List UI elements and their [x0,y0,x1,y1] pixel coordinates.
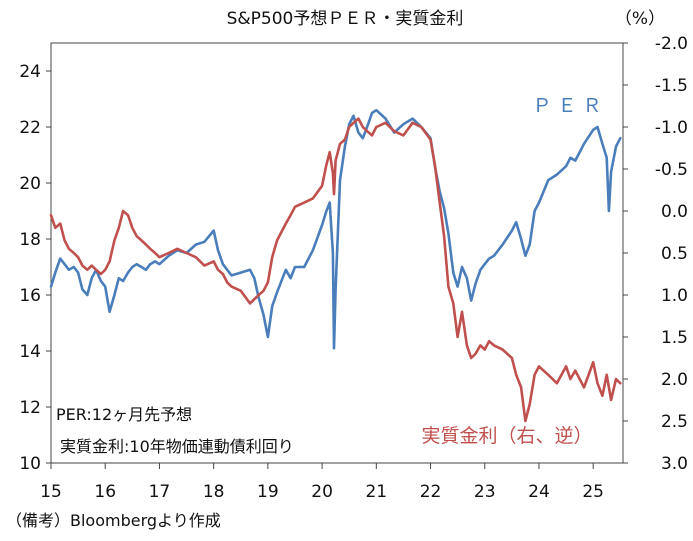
x-tick-label: 22 [420,482,442,502]
right-axis-unit: （%） [615,9,665,29]
series-layer [49,108,622,423]
note-real-rate: 実質金利:10年物価連動債利回り [60,437,294,456]
y-left-tick-label: 14 [19,342,41,362]
axes-layer: 15 16 17 18 19 20 21 22 23 24 25 24 22 20 18 16 14 12 10 -2… [19,34,688,502]
legend-real-rate-label: 実質金利（右、逆） [421,425,592,447]
series-per-line [49,108,622,350]
x-tick-label: 15 [40,482,62,502]
x-tick-label: 16 [94,482,116,502]
y-right-tick-label: 1.5 [661,328,688,348]
y-right-tick-label: 2.0 [661,370,688,390]
y-right-tick-label: -1.0 [655,118,688,138]
y-left-tick-label: 18 [19,230,41,250]
x-tick-label: 23 [474,482,496,502]
y-right-tick-label: 0.0 [661,202,688,222]
y-left-tick-label: 12 [19,398,41,418]
legend-per-label: ＰＥＲ [532,95,607,117]
x-tick-label: 25 [582,482,604,502]
x-tick-label: 20 [311,482,333,502]
y-left-tick-label: 10 [19,454,41,474]
x-tick-label: 24 [528,482,550,502]
chart-title: S&P500予想ＰＥＲ・実質金利 [227,9,464,29]
y-right-tick-label: 1.0 [661,286,688,306]
x-tick-label: 18 [203,482,225,502]
y-right-tick-label: 0.5 [661,244,688,264]
y-right-tick-label: -2.0 [655,34,688,54]
note-per: PER:12ヶ月先予想 [56,405,192,424]
y-right-tick-label: -0.5 [655,160,688,180]
y-right-tick-label: 2.5 [661,412,688,432]
series-real-rate-line [49,117,622,423]
x-tick-label: 17 [149,482,171,502]
y-right-tick-label: 3.0 [661,454,688,474]
y-left-tick-label: 20 [19,174,41,194]
x-tick-label: 19 [257,482,279,502]
y-right-tick-label: -1.5 [655,76,688,96]
y-left-tick-label: 16 [19,286,41,306]
y-left-tick-label: 24 [19,62,41,82]
y-left-tick-label: 22 [19,118,41,138]
source-note: （備考）Bloombergより作成 [6,511,221,530]
x-tick-label: 21 [365,482,387,502]
